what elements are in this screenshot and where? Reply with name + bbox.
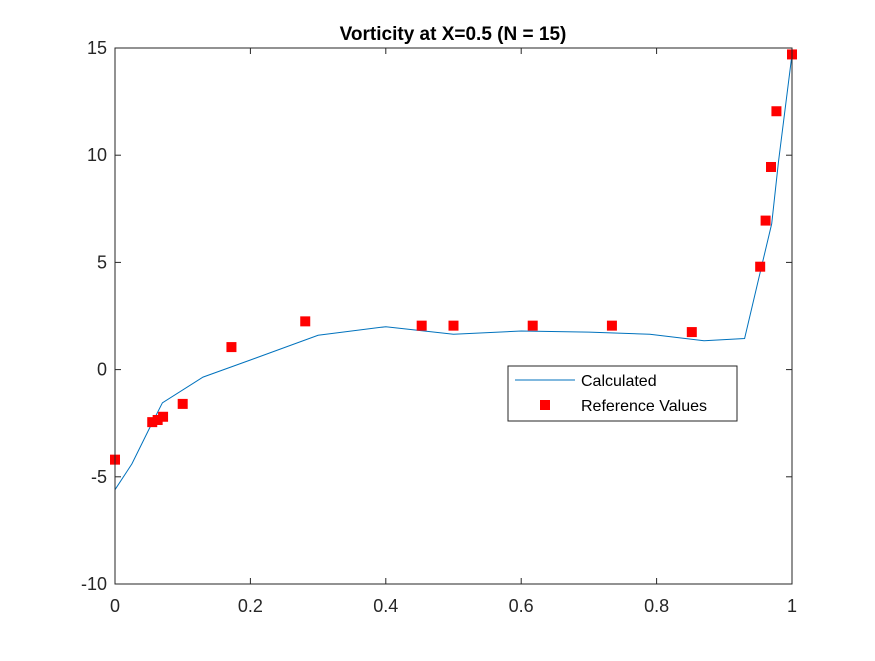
reference-value-marker (448, 320, 459, 331)
y-tick-label: 0 (97, 360, 107, 380)
reference-value-marker (755, 261, 766, 272)
reference-value-marker (158, 411, 169, 422)
y-tick-label: -10 (81, 574, 107, 594)
y-tick-label: 5 (97, 252, 107, 272)
legend-marker-swatch (540, 400, 550, 410)
x-tick-label: 0.2 (238, 596, 263, 616)
series-line-calculated (114, 54, 793, 490)
reference-value-marker (766, 161, 777, 172)
tick-layer: 0 0.2 0.4 0.6 0.8 1 -10 -5 0 5 10 15 (81, 38, 797, 616)
x-tick-label: 1 (787, 596, 797, 616)
reference-value-marker (416, 320, 427, 331)
plot-area (115, 48, 792, 584)
legend: Calculated Reference Values (507, 365, 738, 422)
reference-value-marker (300, 316, 311, 327)
reference-value-marker (226, 342, 237, 353)
legend-label-calculated: Calculated (581, 373, 657, 390)
reference-value-marker (760, 215, 771, 226)
x-tick-label: 0.4 (373, 596, 398, 616)
reference-value-marker (606, 320, 617, 331)
reference-value-marker (527, 320, 538, 331)
reference-value-marker (147, 417, 158, 428)
y-tick-label: -5 (91, 467, 107, 487)
x-tick-label: 0.8 (644, 596, 669, 616)
axes-box (114, 47, 793, 585)
legend-box (507, 365, 738, 422)
reference-value-marker (177, 398, 188, 409)
reference-value-marker (686, 327, 697, 338)
reference-value-marker (771, 106, 782, 117)
y-tick-label: 10 (87, 145, 107, 165)
legend-label-reference: Reference Values (581, 398, 707, 415)
line-layer (114, 54, 793, 490)
y-tick-label: 15 (87, 38, 107, 58)
reference-value-marker (152, 414, 163, 425)
x-tick-label: 0 (110, 596, 120, 616)
x-tick-label: 0.6 (509, 596, 534, 616)
chart-title: Vorticity at X=0.5 (N = 15) (340, 24, 567, 45)
